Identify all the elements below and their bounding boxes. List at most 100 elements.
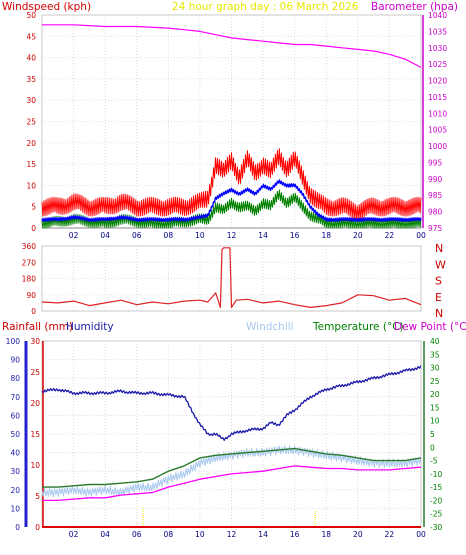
- rain-y-tick-label: 0: [35, 523, 40, 532]
- dewpoint-series-line: [42, 465, 422, 502]
- rainfall-axis-title: Rainfall (mm): [2, 321, 73, 333]
- compass-label: W: [435, 258, 446, 271]
- dewpoint-axis-title: Dew Point (°C): [394, 321, 466, 333]
- windspeed-axis-title: Windspeed (kph): [2, 1, 91, 13]
- wind-x-tick-label: 22: [385, 231, 395, 240]
- barometer-y-tick-label: 990: [428, 175, 443, 184]
- wind-x-tick-label: 00: [416, 231, 426, 240]
- wind-x-tick-label: 10: [195, 231, 205, 240]
- compass-label: E: [435, 291, 442, 304]
- speed-series-line: [41, 189, 422, 229]
- rain-y-tick-label: 20: [30, 399, 40, 408]
- humidity-y-tick-label: 40: [10, 449, 20, 458]
- compass-label: N: [435, 307, 443, 320]
- temp-y-tick-label: -30: [430, 523, 442, 532]
- humidity-y-tick-label: 30: [10, 467, 20, 476]
- humidity-y-tick-label: 100: [6, 337, 21, 346]
- temp-panel-series: [41, 365, 422, 528]
- direction-series-line: [41, 247, 422, 308]
- wind-panel-grid: [41, 14, 422, 229]
- wind-x-tick-label: 18: [321, 231, 331, 240]
- wind-x-tick-label: 08: [164, 231, 174, 240]
- temp-x-tick-label: 18: [321, 530, 331, 539]
- humidity-y-tick-label: 0: [15, 523, 20, 532]
- compass-label: S: [435, 275, 442, 288]
- humidity-y-tick-label: 60: [10, 411, 20, 420]
- humidity-series-line: [41, 365, 422, 441]
- humidity-y-tick-label: 10: [10, 504, 20, 513]
- temp-x-tick-label: 00: [416, 530, 426, 539]
- temp-y-tick-label: 25: [430, 377, 440, 386]
- humidity-y-tick-label: 20: [10, 486, 20, 495]
- rain-y-tick-label: 5: [35, 492, 40, 501]
- direction-y-tick-label: 0: [31, 307, 36, 316]
- windspeed-y-tick-label: 35: [26, 75, 36, 84]
- windspeed-y-tick-label: 40: [26, 54, 36, 63]
- temp-y-tick-label: 10: [430, 417, 440, 426]
- temp-x-tick-label: 06: [132, 530, 142, 539]
- windspeed-y-tick-label: 5: [31, 203, 36, 212]
- wind-x-tick-label: 14: [258, 231, 268, 240]
- direction-y-tick-label: 360: [22, 242, 37, 251]
- barometer-y-tick-label: 1000: [428, 142, 447, 151]
- gust-series-line: [41, 148, 422, 221]
- direction-y-tick-label: 270: [22, 258, 37, 267]
- windspeed-y-tick-label: 0: [31, 224, 36, 233]
- temp-x-tick-label: 02: [69, 530, 79, 539]
- rain-y-tick-label: 30: [30, 337, 40, 346]
- windchill-title: Windchill: [246, 321, 294, 333]
- barometer-y-tick-label: 1005: [428, 126, 447, 135]
- temp-x-tick-label: 08: [164, 530, 174, 539]
- rain-y-tick-label: 25: [30, 368, 40, 377]
- barometer-y-tick-label: 1035: [428, 27, 447, 36]
- temp-x-tick-label: 04: [100, 530, 110, 539]
- temp-x-tick-label: 20: [353, 530, 363, 539]
- humidity-y-tick-label: 70: [10, 393, 20, 402]
- temp-x-tick-label: 16: [290, 530, 300, 539]
- humidity-y-tick-label: 50: [10, 430, 20, 439]
- windspeed-y-tick-label: 25: [26, 118, 36, 127]
- wind-x-tick-label: 06: [132, 231, 142, 240]
- temp-y-tick-label: 15: [430, 403, 440, 412]
- barometer-y-tick-label: 1015: [428, 93, 447, 102]
- barometer-series-line: [42, 24, 422, 68]
- windspeed-y-tick-label: 10: [26, 181, 36, 190]
- barometer-y-tick-label: 985: [428, 191, 443, 200]
- wind-x-tick-label: 16: [290, 231, 300, 240]
- wind-x-tick-label: 04: [100, 231, 110, 240]
- wind-panel-series: [41, 24, 422, 229]
- temp-y-tick-label: 35: [430, 350, 440, 359]
- direction-panel-series: [41, 247, 422, 308]
- barometer-y-tick-label: 1020: [428, 77, 447, 86]
- barometer-axis-title: Barometer (hpa): [371, 1, 458, 13]
- temp-y-tick-label: 40: [430, 337, 440, 346]
- wind-x-tick-label: 12: [227, 231, 237, 240]
- temp-y-tick-label: -20: [430, 496, 442, 505]
- humidity-axis-title: Humidity: [66, 321, 114, 333]
- rain-y-tick-label: 10: [30, 461, 40, 470]
- temperature-axis-title: Temperature (°C): [312, 321, 404, 333]
- windspeed-y-tick-label: 50: [26, 11, 36, 20]
- windspeed-y-tick-label: 30: [26, 96, 36, 105]
- rain-y-tick-label: 15: [30, 430, 40, 439]
- humidity-y-tick-label: 80: [10, 374, 20, 383]
- barometer-y-tick-label: 975: [428, 224, 443, 233]
- barometer-y-tick-label: 1025: [428, 60, 447, 69]
- temp-x-tick-label: 14: [258, 530, 268, 539]
- temp-y-tick-label: 5: [430, 430, 435, 439]
- temp-y-tick-label: -25: [430, 510, 442, 519]
- temp-y-tick-label: -5: [430, 457, 438, 466]
- barometer-y-tick-label: 995: [428, 158, 443, 167]
- wind-x-tick-label: 02: [69, 231, 79, 240]
- temp-y-tick-label: 0: [430, 443, 435, 452]
- windspeed-y-tick-label: 20: [26, 139, 36, 148]
- barometer-y-tick-label: 1010: [428, 109, 447, 118]
- temp-y-tick-label: 20: [430, 390, 440, 399]
- wind-panel-axes: 0510152025303540455097598098599099510001…: [26, 11, 447, 240]
- humidity-y-tick-label: 90: [10, 356, 20, 365]
- barometer-y-tick-label: 1040: [428, 11, 447, 20]
- barometer-y-tick-label: 1030: [428, 44, 447, 53]
- average-series-line: [41, 179, 422, 222]
